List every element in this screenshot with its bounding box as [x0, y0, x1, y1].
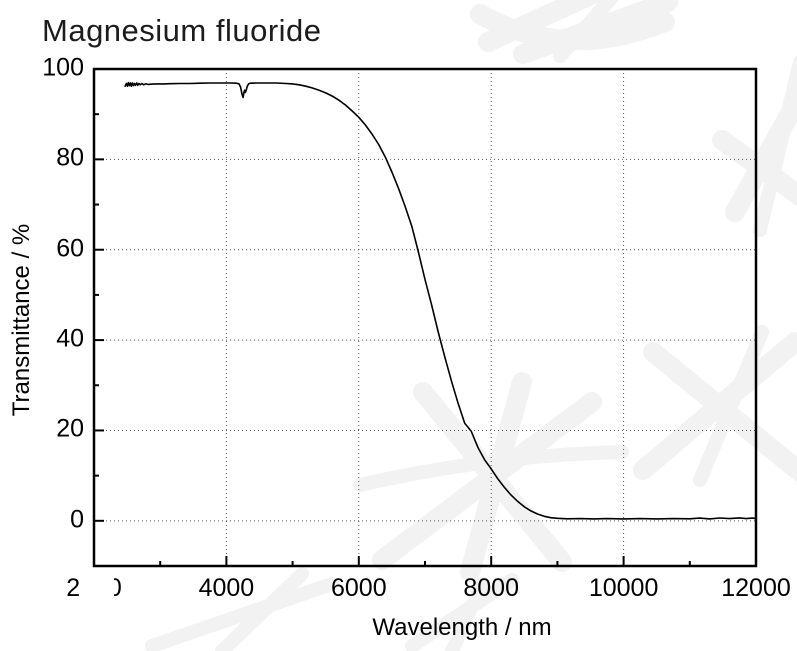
y-tick-label: 100: [42, 53, 84, 82]
y-tick-label: 40: [56, 324, 84, 353]
x-axis-title: Wavelength / nm: [0, 614, 797, 642]
y-tick-label: 20: [56, 414, 84, 443]
chart-title: Magnesium fluoride: [42, 13, 322, 48]
x-tick-label: 10000: [588, 574, 659, 602]
x-tick-label: 4000: [198, 574, 255, 602]
y-tick-label: 0: [70, 505, 84, 534]
plot-frame: [92, 67, 758, 568]
y-tick-label: 80: [56, 143, 84, 172]
x-tick-label: 6000: [330, 574, 387, 602]
x-axis-title-text: Wavelength / nm: [372, 614, 552, 641]
transmittance-curve: [124, 81, 757, 520]
tick-label-mask: [81, 573, 114, 601]
x-tick-label: 12000: [721, 574, 791, 602]
y-tick-label: 60: [56, 234, 84, 263]
x-tick-label: 8000: [463, 574, 519, 602]
y-axis-title-text: Transmittance / %: [8, 223, 35, 417]
